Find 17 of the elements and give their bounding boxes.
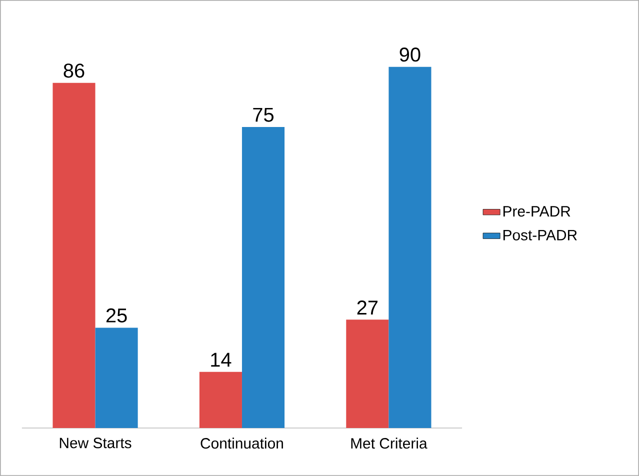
data-label: 75 [253, 108, 274, 122]
x-tick-label: New Starts [60, 438, 132, 448]
bar [199, 372, 242, 428]
bar [346, 320, 389, 428]
x-tick-label: Continuation [200, 438, 283, 449]
data-label: 90 [400, 48, 420, 62]
legend-label: Post-PADR [503, 230, 577, 240]
data-label: 14 [211, 352, 232, 367]
bar [95, 328, 138, 428]
data-label: 86 [64, 64, 84, 78]
data-label: 27 [357, 300, 378, 314]
x-tick-label: Met Criteria [351, 438, 428, 449]
bar [242, 127, 285, 428]
legend-label: Pre-PADR [503, 206, 570, 217]
data-label: 25 [106, 308, 127, 323]
bar [52, 82, 96, 428]
bar [388, 66, 432, 428]
